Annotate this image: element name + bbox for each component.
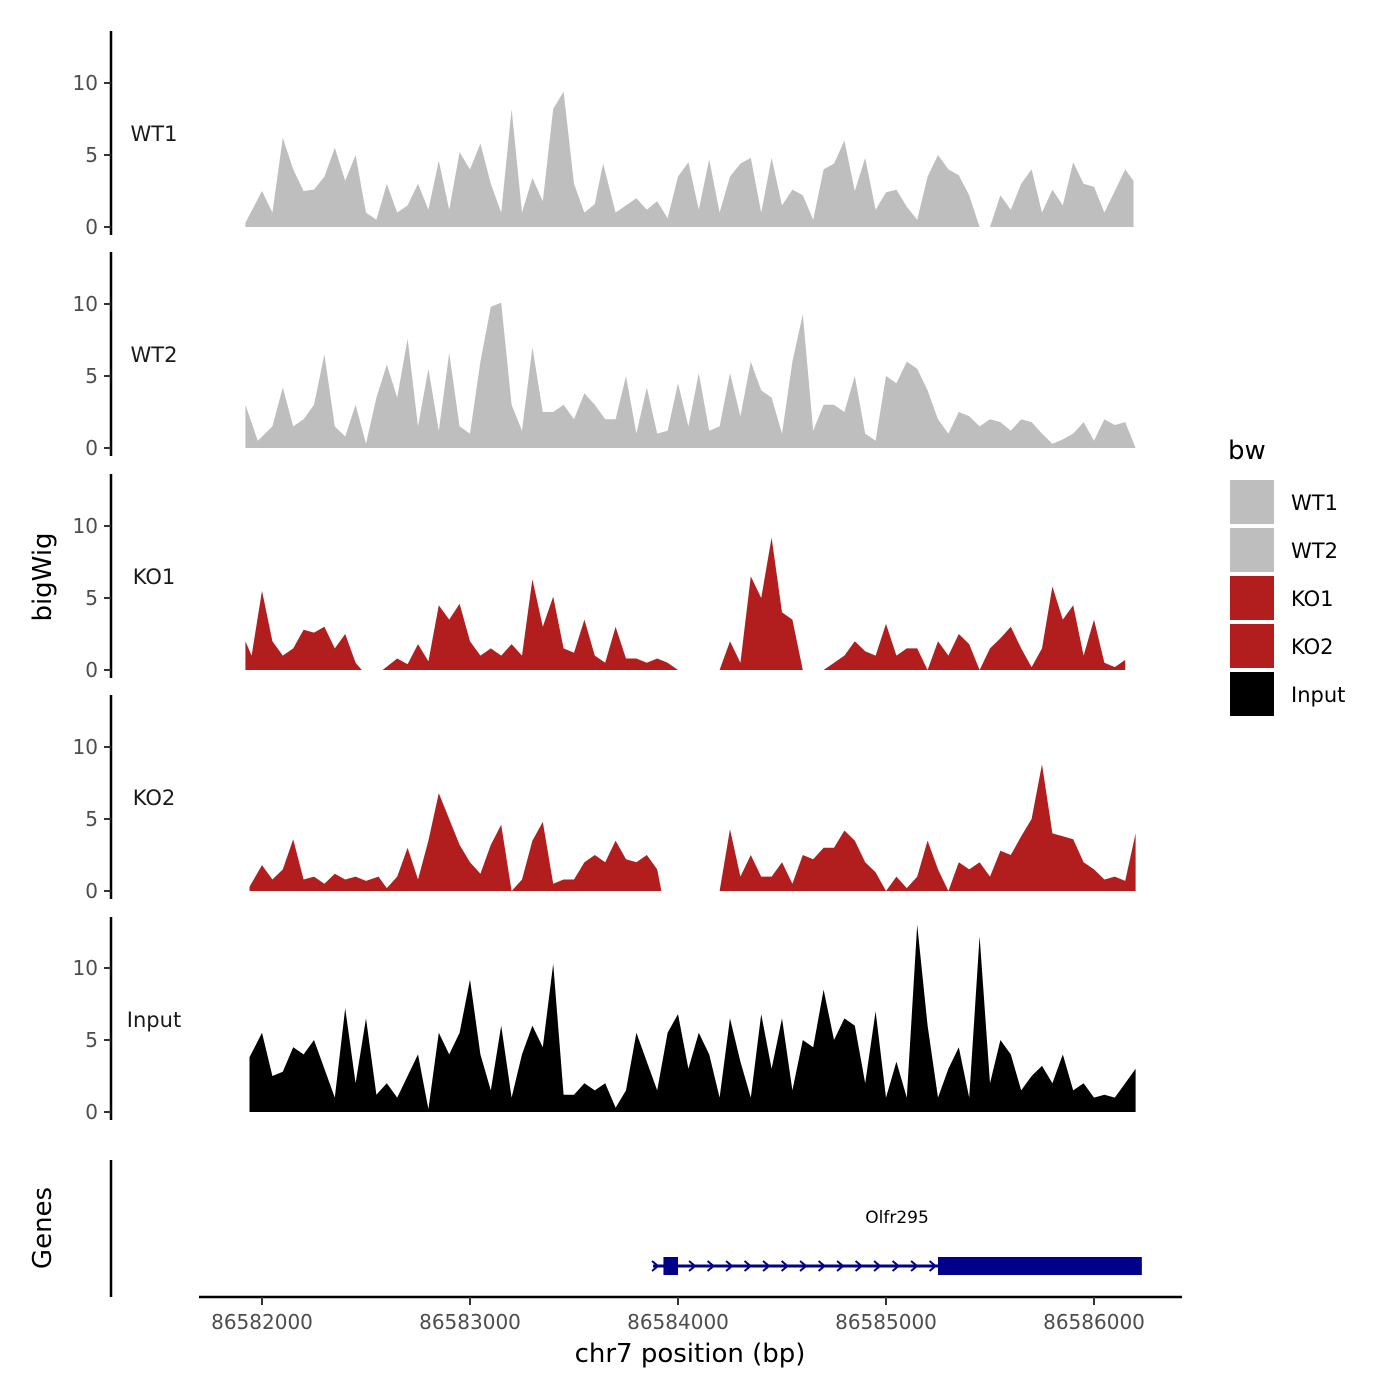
track-ko2: 0 5 10 KO2 <box>73 695 1136 903</box>
area-ko2 <box>249 764 1136 891</box>
legend: bw WT1 WT2 KO1 KO2 Input <box>1228 436 1345 716</box>
strand-chevron <box>928 1260 938 1272</box>
strand-chevron <box>799 1260 808 1272</box>
genes-axis-title: Genes <box>28 1187 58 1269</box>
y-tick-label: 5 <box>85 364 98 388</box>
strand-chevron <box>817 1260 827 1272</box>
y-tick-label: 10 <box>73 956 98 980</box>
y-tick-label: 0 <box>85 1100 98 1124</box>
y-tick-label: 5 <box>85 586 98 610</box>
legend-entry-wt2: WT2 <box>1230 528 1338 572</box>
legend-label: WT2 <box>1291 539 1338 563</box>
y-tick-label: 5 <box>85 1028 98 1052</box>
strand-chevron <box>836 1260 845 1272</box>
gene-exon <box>663 1257 678 1275</box>
strand-chevron <box>725 1260 734 1272</box>
track-label: KO2 <box>133 786 176 810</box>
track-label: Input <box>127 1008 181 1032</box>
area-wt2 <box>245 302 1136 448</box>
area-input <box>249 924 1136 1112</box>
strand-chevron <box>706 1260 716 1272</box>
x-tick-label: 86584000 <box>627 1310 729 1334</box>
track-input: 0 5 10 Input <box>73 917 1136 1124</box>
legend-title: bw <box>1228 436 1266 466</box>
track-label: KO1 <box>133 565 176 589</box>
legend-label: KO2 <box>1291 635 1334 659</box>
track-label: WT2 <box>131 343 178 367</box>
gene-label: Olfr295 <box>865 1208 929 1228</box>
area-wt1 <box>245 91 1134 227</box>
y-tick-label: 10 <box>73 514 98 538</box>
legend-entry-wt1: WT1 <box>1230 480 1338 524</box>
legend-entry-ko1: KO1 <box>1230 576 1334 620</box>
y-tick-label: 0 <box>85 436 98 460</box>
y-tick-label: 0 <box>85 215 98 239</box>
legend-swatch <box>1230 672 1274 716</box>
track-ko1: 0 5 10 KO1 <box>73 474 1126 682</box>
y-tick-label: 5 <box>85 143 98 167</box>
y-tick-label: 10 <box>73 735 98 759</box>
legend-swatch <box>1230 480 1274 524</box>
track-wt1: 0 5 10 WT1 <box>73 31 1134 239</box>
x-axis-title: chr7 position (bp) <box>575 1339 806 1369</box>
x-tick-label: 86582000 <box>211 1310 313 1334</box>
y-tick-label: 5 <box>85 807 98 831</box>
strand-chevron <box>743 1260 753 1272</box>
track-label: WT1 <box>131 122 178 146</box>
legend-label: WT1 <box>1291 491 1338 515</box>
y-tick-label: 10 <box>73 71 98 95</box>
legend-label: Input <box>1291 683 1345 707</box>
legend-swatch <box>1230 624 1274 668</box>
gene-panel: Olfr295 <box>109 1160 1142 1297</box>
strand-chevron <box>910 1260 919 1272</box>
strand-chevron <box>762 1260 771 1272</box>
y-tick-label: 0 <box>85 879 98 903</box>
x-axis: 86582000 86583000 86584000 86585000 86586000 <box>199 1295 1182 1334</box>
legend-swatch <box>1230 528 1274 572</box>
track-wt2: 0 5 10 WT2 <box>73 252 1136 460</box>
y-axis-title: bigWig <box>28 532 58 621</box>
legend-entry-ko2: KO2 <box>1230 624 1334 668</box>
legend-entry-input: Input <box>1230 672 1345 716</box>
strand-chevron <box>688 1260 697 1272</box>
gene-olfr295: Olfr295 <box>651 1208 1142 1275</box>
y-tick-label: 0 <box>85 658 98 682</box>
x-tick-label: 86583000 <box>419 1310 521 1334</box>
gene-exon <box>938 1257 1142 1275</box>
area-ko1 <box>245 537 1126 670</box>
strand-chevron <box>780 1260 790 1272</box>
y-tick-label: 10 <box>73 292 98 316</box>
x-tick-label: 86586000 <box>1043 1310 1145 1334</box>
strand-chevron <box>854 1260 864 1272</box>
strand-chevron <box>651 1260 660 1272</box>
strand-chevron <box>891 1260 901 1272</box>
legend-label: KO1 <box>1291 587 1334 611</box>
bigwig-tracks: 0 5 10 WT1 0 5 10 WT2 0 5 10 KO1 0 5 10 KO2 0 5 10 Input <box>73 31 1136 1124</box>
strand-chevron <box>873 1260 882 1272</box>
x-tick-label: 86585000 <box>835 1310 937 1334</box>
legend-swatch <box>1230 576 1274 620</box>
